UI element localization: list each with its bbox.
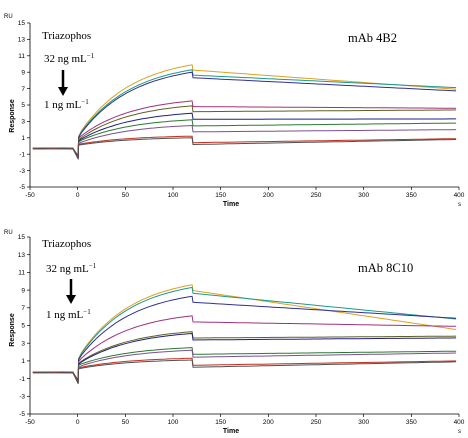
x-tick-label: 400 [454, 192, 465, 199]
x-tick-label: 300 [358, 192, 369, 199]
y-tick-label: -5 [19, 184, 25, 191]
sensorgram-curve-4 [32, 315, 457, 385]
x-tick-label: 350 [406, 192, 417, 199]
sensorgram-curve-5 [32, 105, 457, 160]
x-tick-label: -50 [25, 192, 35, 199]
sensorgram-curve-8 [32, 349, 457, 383]
x-axis-title-bottom: Time [223, 428, 239, 435]
y-axis-title-top: Response [9, 99, 16, 133]
x-tick-label: 50 [122, 419, 130, 426]
x-tick-label: 250 [311, 419, 322, 426]
sensorgram-curve-1 [32, 284, 457, 385]
y-tick-label: 11 [18, 270, 25, 277]
sensorgram-curve-2 [32, 286, 457, 384]
sensorgram-curve-1 [32, 64, 457, 160]
y-tick-label: 7 [21, 86, 25, 93]
y-axis-title-bottom: Response [9, 313, 16, 347]
sensorgram-curve-6 [32, 332, 457, 384]
x-tick-label: 250 [311, 192, 322, 199]
y-tick-label: 13 [18, 252, 26, 259]
low-conc-label-top: 1 ng mL−1 [44, 98, 89, 111]
sensorgram-curve-3 [32, 295, 457, 384]
concentration-arrow-top [58, 70, 68, 96]
x-tick-label: 150 [215, 192, 226, 199]
panel-bottom: RU s Response Time Triazophos 32 ng mL−1… [4, 230, 461, 435]
analyte-label-top: Triazophos [42, 30, 91, 42]
x-unit-bottom: s [458, 429, 461, 435]
y-tick-label: 11 [18, 53, 25, 60]
x-tick-label: 100 [168, 192, 179, 199]
y-tick-label: 1 [21, 135, 25, 142]
y-tick-label: 15 [18, 234, 26, 241]
sensorgram-curve-9 [32, 357, 457, 382]
x-axis-title-top: Time [223, 201, 239, 208]
sensorgram-curve-10 [32, 137, 457, 157]
chart-title-top: mAb 4B2 [348, 31, 397, 45]
y-tick-label: -1 [19, 151, 25, 158]
x-tick-label: -50 [25, 419, 35, 426]
x-tick-label: 150 [215, 419, 226, 426]
x-tick-label: 300 [358, 419, 369, 426]
y-tick-label: 9 [21, 69, 25, 76]
y-tick-label: 5 [21, 323, 25, 330]
analyte-label-bottom: Triazophos [42, 238, 91, 250]
x-tick-label: 400 [454, 419, 465, 426]
sensorgram-curve-6 [32, 112, 457, 159]
y-tick-label: 9 [21, 287, 25, 294]
y-tick-label: 3 [21, 119, 25, 126]
y-tick-label: -3 [19, 168, 25, 175]
x-tick-label: 200 [263, 419, 274, 426]
sensorgram-curve-2 [32, 69, 457, 159]
y-tick-label: 15 [18, 20, 26, 27]
x-tick-label: 0 [76, 419, 80, 426]
y-tick-label: 1 [21, 358, 25, 365]
y-tick-label: 5 [21, 102, 25, 109]
x-tick-label: 350 [406, 419, 417, 426]
sensorgram-curve-4 [32, 100, 457, 160]
y-unit-top: RU [4, 14, 13, 20]
x-tick-label: 200 [263, 192, 274, 199]
y-tick-label: -1 [19, 376, 25, 383]
x-unit-top: s [458, 202, 461, 208]
x-tick-label: 100 [168, 419, 179, 426]
sensorgram-curve-9 [32, 135, 457, 158]
x-tick-label: 0 [76, 192, 80, 199]
sensorgram-curve-8 [32, 124, 457, 158]
sensorgram-curve-3 [32, 71, 457, 161]
concentration-arrow-bottom [66, 279, 76, 304]
y-tick-label: 7 [21, 305, 25, 312]
y-tick-label: -5 [19, 411, 25, 418]
sensorgram-curve-7 [32, 347, 457, 384]
y-unit-bottom: RU [4, 230, 13, 236]
x-tick-label: 50 [122, 192, 130, 199]
panel-top: RU s Response Time Triazophos 32 ng mL−1… [4, 14, 461, 208]
low-conc-label-bottom: 1 ng mL−1 [46, 308, 91, 321]
chart-title-bottom: mAb 8C10 [358, 261, 413, 275]
y-tick-label: 13 [18, 37, 26, 44]
sensorgram-curve-10 [32, 359, 457, 382]
sensorgram-curve-7 [32, 119, 457, 159]
sensorgram-curve-5 [32, 331, 457, 384]
y-tick-label: -3 [19, 394, 25, 401]
y-tick-label: 3 [21, 340, 25, 347]
high-conc-label-top: 32 ng mL−1 [44, 52, 95, 65]
high-conc-label-bottom: 32 ng mL−1 [46, 262, 97, 275]
